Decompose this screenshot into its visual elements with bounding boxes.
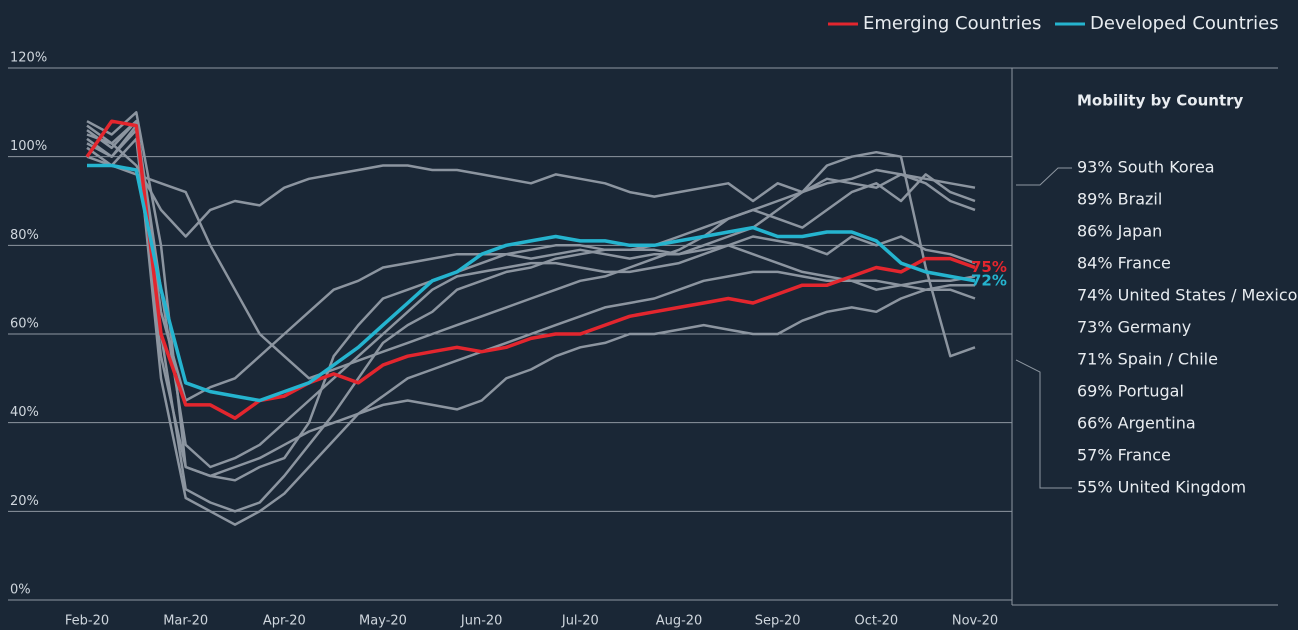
country-label: 69% Portugal <box>1077 382 1184 401</box>
x-tick-label: Mar-20 <box>163 614 208 629</box>
country-label: 86% Japan <box>1077 222 1162 241</box>
country-label: 71% Spain / Chile <box>1077 350 1218 369</box>
series-line <box>86 137 976 478</box>
panel-title: Mobility by Country <box>1077 92 1244 110</box>
x-tick-label: Jul-20 <box>561 614 599 629</box>
series-line <box>86 146 976 380</box>
country-label: 84% France <box>1077 254 1171 273</box>
series-line <box>86 111 976 482</box>
series-line <box>86 119 976 469</box>
country-label: 55% United Kingdom <box>1077 478 1246 497</box>
country-label: 73% Germany <box>1077 318 1191 337</box>
y-tick-label: 120% <box>10 51 47 66</box>
x-tick-label: Apr-20 <box>263 614 306 629</box>
country-label: 93% South Korea <box>1077 158 1215 177</box>
connector <box>1015 359 1072 489</box>
x-tick-label: Aug-20 <box>656 614 703 629</box>
legend-label: Emerging Countries <box>863 13 1041 34</box>
x-tick-label: Jun-20 <box>460 614 503 629</box>
value-label: 75% <box>971 258 1007 276</box>
series-line <box>86 124 976 238</box>
series-line <box>85 119 976 420</box>
series-line <box>86 119 976 513</box>
x-tick-label: Nov-20 <box>952 614 998 629</box>
legend-label: Developed Countries <box>1090 13 1279 34</box>
series-line <box>86 124 976 402</box>
x-tick-label: May-20 <box>359 614 407 629</box>
y-tick-label: 100% <box>10 139 47 154</box>
series-line <box>86 128 975 526</box>
y-tick-label: 80% <box>10 228 39 243</box>
value-label: 72% <box>971 271 1007 289</box>
country-label: 89% Brazil <box>1077 190 1162 209</box>
y-tick-label: 20% <box>10 494 39 509</box>
series-line <box>87 163 976 403</box>
x-tick-label: Sep-20 <box>755 614 801 629</box>
x-tick-label: Oct-20 <box>854 614 898 629</box>
country-label: 57% France <box>1077 446 1171 465</box>
x-tick-label: Feb-20 <box>65 614 109 629</box>
connector <box>1016 167 1072 186</box>
country-label: 74% United States / Mexico <box>1077 286 1297 305</box>
country-label: 66% Argentina <box>1077 414 1196 433</box>
y-tick-label: 60% <box>10 317 39 332</box>
y-tick-label: 40% <box>10 405 39 420</box>
y-tick-label: 0% <box>10 583 31 598</box>
